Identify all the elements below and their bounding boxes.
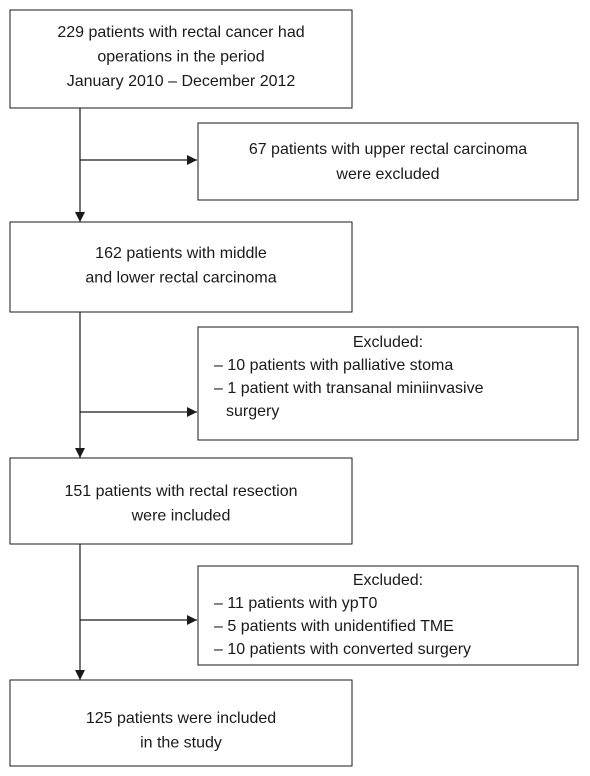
node-box <box>9 679 353 767</box>
connectors <box>75 108 197 680</box>
exclusion-item: – 5 patients with unidentified TME <box>214 618 454 635</box>
node-text: 229 patients with rectal cancer had <box>57 24 304 41</box>
node-text: operations in the period <box>97 49 264 66</box>
exclusion-text: were excluded <box>335 166 439 183</box>
exclusion-box <box>197 122 579 201</box>
node-text: 162 patients with middle <box>95 245 267 262</box>
exclusion-item: – 10 patients with converted surgery <box>214 641 471 658</box>
node-box <box>9 221 353 313</box>
exclusion-box <box>197 326 579 441</box>
node-box <box>9 457 353 545</box>
exclusion-box <box>197 565 579 666</box>
exclusion-item: – 11 patients with ypT0 <box>214 595 377 612</box>
node-text: were included <box>131 508 231 525</box>
node-text: January 2010 – December 2012 <box>67 73 296 90</box>
node-text: in the study <box>140 735 222 752</box>
exclusion-title: Excluded: <box>353 334 423 351</box>
exclusion-item: – 10 patients with palliative stoma <box>214 357 453 374</box>
exclusion-text: 67 patients with upper rectal carcinoma <box>249 141 527 158</box>
node-text: and lower rectal carcinoma <box>85 270 276 287</box>
node-text: 125 patients were included <box>86 710 276 727</box>
exclusion-item: – 1 patient with transanal miniinvasive <box>214 380 484 397</box>
exclusion-item: surgery <box>226 403 279 420</box>
node-text: 151 patients with rectal resection <box>64 483 297 500</box>
node-box <box>9 9 353 109</box>
exclusion-title: Excluded: <box>353 572 423 589</box>
